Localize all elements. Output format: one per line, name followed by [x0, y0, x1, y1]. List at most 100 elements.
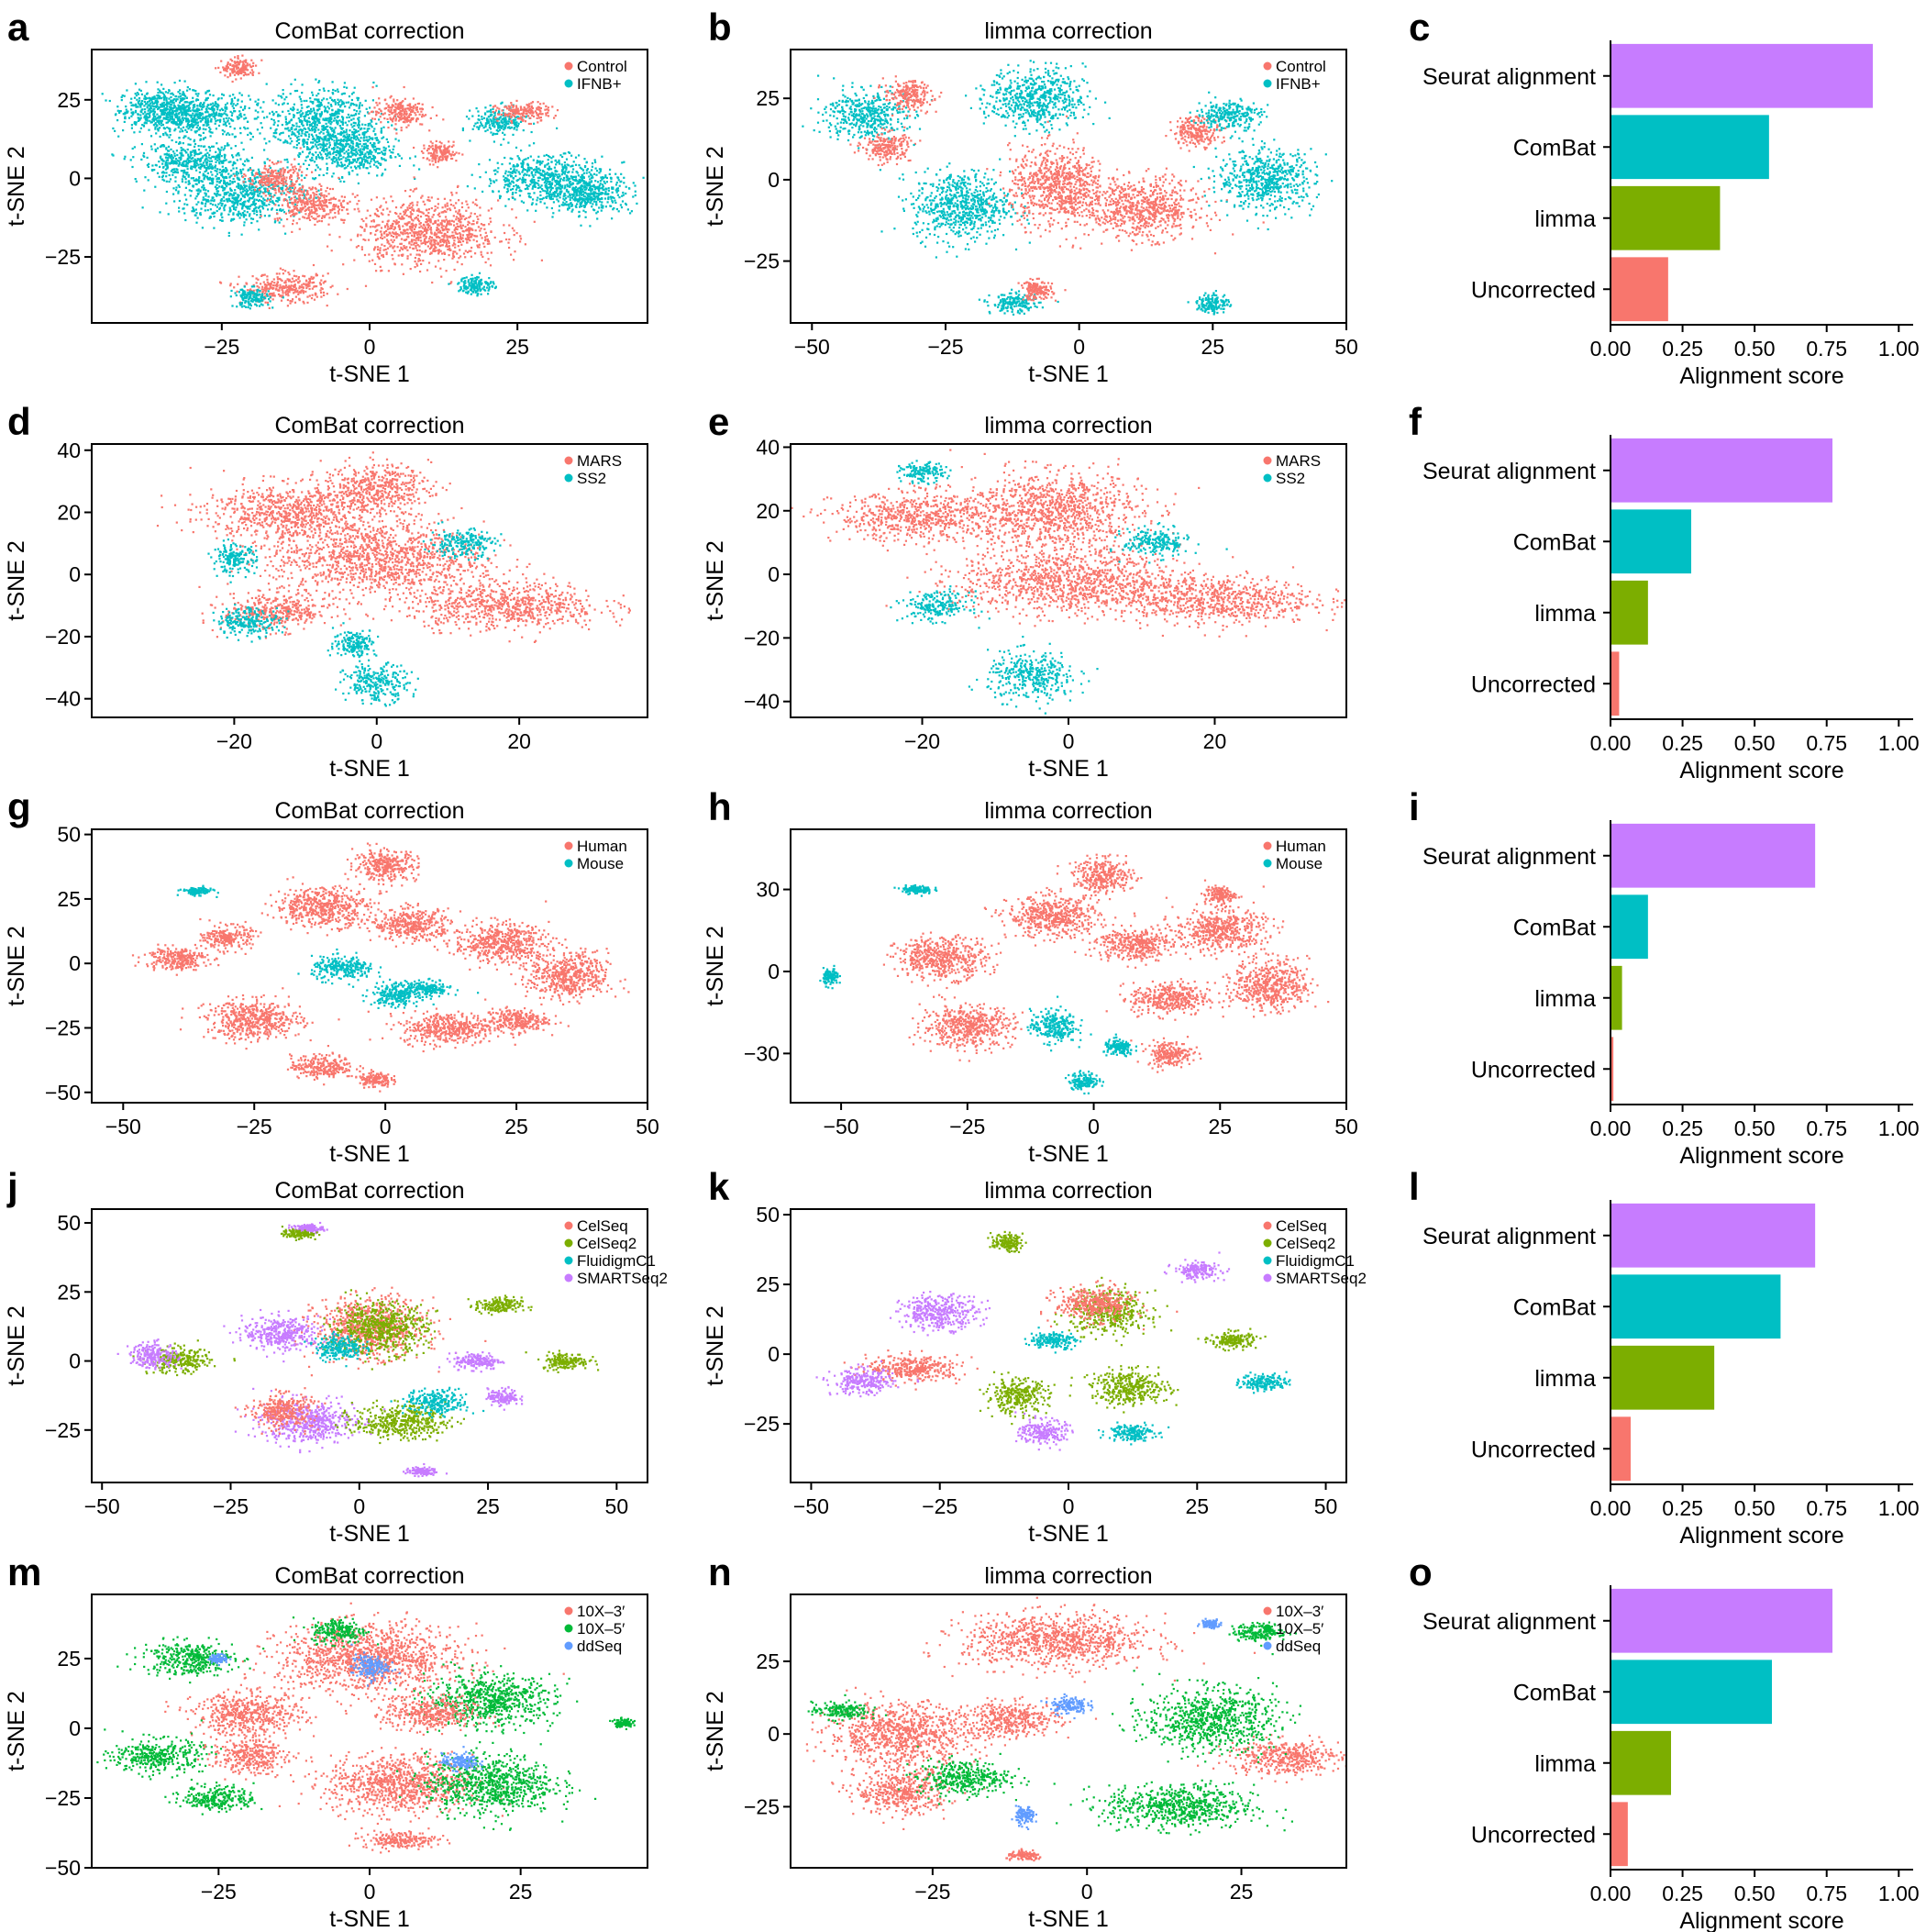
point: [350, 150, 353, 152]
point: [213, 155, 216, 158]
point: [134, 83, 137, 85]
point: [409, 114, 412, 117]
point: [296, 208, 299, 211]
point: [193, 209, 195, 212]
point: [251, 72, 254, 75]
point: [318, 193, 321, 195]
point: [240, 186, 243, 189]
point: [182, 142, 184, 145]
point: [262, 197, 265, 200]
point: [282, 103, 284, 105]
point: [172, 157, 174, 160]
point: [186, 168, 189, 171]
point: [177, 192, 180, 194]
point: [259, 174, 261, 177]
point: [220, 179, 223, 182]
point: [156, 147, 160, 150]
point: [222, 66, 225, 69]
point: [342, 103, 345, 105]
point: [206, 111, 209, 114]
point: [320, 192, 323, 194]
point: [322, 141, 325, 144]
point: [182, 126, 185, 128]
point: [164, 91, 167, 94]
point: [416, 233, 419, 237]
point: [296, 174, 299, 177]
point: [196, 153, 199, 156]
point: [236, 68, 238, 71]
point: [458, 226, 460, 228]
point: [306, 131, 309, 134]
point: [443, 234, 446, 237]
point: [415, 262, 418, 265]
point: [131, 113, 134, 116]
point: [309, 148, 312, 150]
point: [293, 133, 296, 136]
point: [448, 248, 451, 250]
point: [243, 60, 246, 62]
point: [374, 213, 377, 216]
point: [218, 207, 221, 211]
point: [174, 170, 177, 172]
point: [249, 131, 251, 134]
point: [266, 177, 270, 180]
point: [190, 102, 193, 105]
point: [358, 112, 360, 116]
point: [231, 100, 234, 103]
point: [248, 94, 250, 97]
point: [165, 115, 168, 117]
point: [374, 110, 378, 113]
point: [439, 240, 442, 244]
point: [238, 154, 240, 157]
point: [170, 107, 172, 110]
point: [393, 100, 395, 103]
point: [355, 167, 358, 170]
point: [263, 117, 266, 119]
point: [231, 68, 234, 71]
point: [316, 117, 319, 120]
point: [236, 171, 238, 173]
point: [312, 217, 315, 219]
point: [321, 99, 324, 102]
point: [349, 166, 352, 169]
point: [232, 172, 235, 175]
point: [226, 107, 228, 110]
point: [165, 102, 168, 105]
point: [209, 157, 213, 160]
point: [185, 161, 188, 164]
point: [455, 202, 458, 205]
point: [362, 163, 365, 166]
point: [190, 117, 193, 119]
point: [368, 128, 371, 130]
point: [323, 207, 326, 210]
point: [394, 123, 397, 126]
point: [337, 98, 339, 101]
point: [218, 158, 221, 161]
point: [146, 105, 149, 108]
point: [418, 230, 421, 233]
point: [175, 150, 178, 152]
point: [160, 109, 163, 112]
point: [349, 114, 352, 117]
point: [313, 109, 315, 112]
point: [440, 211, 443, 214]
point: [218, 181, 221, 183]
point: [217, 149, 221, 151]
point: [156, 172, 160, 174]
point: [206, 90, 209, 93]
point: [374, 149, 377, 151]
point: [461, 239, 465, 243]
point: [323, 194, 326, 196]
point: [372, 129, 375, 133]
point: [272, 184, 275, 188]
point: [425, 250, 427, 252]
point: [376, 166, 379, 169]
point: [409, 217, 412, 219]
point: [352, 152, 355, 155]
point: [182, 104, 184, 106]
point: [402, 120, 404, 124]
point: [218, 185, 221, 188]
point: [362, 219, 365, 223]
point: [300, 191, 303, 194]
point: [291, 124, 294, 127]
